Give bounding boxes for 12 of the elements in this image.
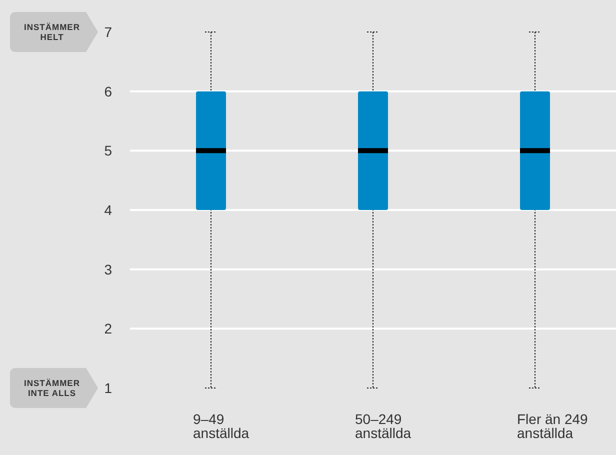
y-tick-label: 7	[104, 24, 112, 40]
y-tick-label: 4	[104, 202, 112, 218]
y-tick-label: 5	[104, 142, 112, 159]
x-tick-label: Fler än 249 anställda	[517, 411, 588, 441]
y-tick-label: 6	[104, 83, 112, 100]
x-tick-label: 9–49 anställda	[193, 411, 250, 441]
y-tick-label: 3	[104, 261, 112, 278]
text: INSTÄMMER INTE ALLS	[24, 378, 80, 398]
text: INSTÄMMER HELT	[24, 22, 80, 42]
y-tick-label: 2	[104, 320, 112, 337]
y-tick-label: 1	[104, 380, 112, 396]
x-tick-label: 50–249 anställda	[355, 411, 412, 441]
